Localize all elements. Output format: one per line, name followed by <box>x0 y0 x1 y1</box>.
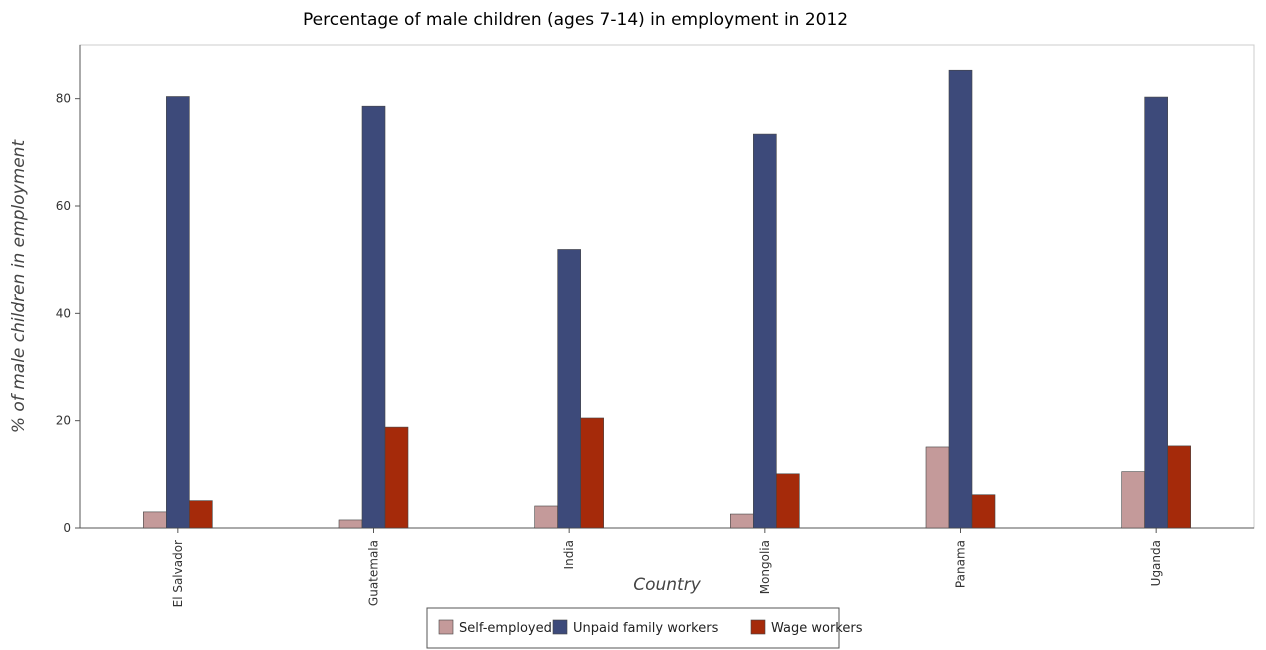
legend-swatch <box>552 619 568 635</box>
y-tick-label: 60 <box>56 199 71 213</box>
x-tick-label: El Salvador <box>171 540 185 607</box>
legend-swatch <box>438 619 454 635</box>
plot-frame <box>79 44 1255 529</box>
bar-self-employed <box>143 511 167 529</box>
bar-wage-workers <box>384 426 409 529</box>
bar-wage-workers <box>189 500 213 529</box>
legend-label: Self-employed <box>459 621 552 636</box>
bar-wage-workers <box>776 473 800 529</box>
y-tick-label: 20 <box>56 414 71 428</box>
bar-self-employed <box>534 505 558 529</box>
legend: Self-employed Unpaid family workers Wage w… <box>426 607 863 649</box>
legend-swatch <box>750 619 766 635</box>
bar-unpaid-family-workers <box>1144 96 1168 529</box>
bar-self-employed <box>1121 471 1145 529</box>
bar-unpaid-family-workers <box>166 96 190 529</box>
legend-label: Unpaid family workers <box>573 621 719 636</box>
y-tick-label: 40 <box>56 306 71 320</box>
x-tick-label: Uganda <box>1149 540 1163 586</box>
bar-wage-workers <box>1167 445 1191 529</box>
y-tick-label: 0 <box>63 521 71 535</box>
bar-unpaid-family-workers <box>948 69 973 529</box>
bar-unpaid-family-workers <box>557 249 581 529</box>
y-axis-label: % of male children in employment <box>9 139 29 434</box>
x-axis-label: Country <box>633 575 701 595</box>
bar-self-employed <box>925 446 950 529</box>
bar-self-employed <box>730 513 754 529</box>
bar-wage-workers <box>580 417 604 529</box>
x-tick-label: Panama <box>954 540 968 588</box>
chart-title: Percentage of male children (ages 7-14) … <box>303 10 848 30</box>
plot-area: 0 20 40 60 80 El Salvador Guatemala India Mongol… <box>56 44 1255 607</box>
x-tick-label: Guatemala <box>367 540 381 606</box>
x-tick-label: India <box>562 540 576 569</box>
x-tick-label: Mongolia <box>758 540 772 594</box>
legend-box <box>426 607 840 649</box>
y-tick-label: 80 <box>56 92 71 106</box>
bar-unpaid-family-workers <box>361 105 386 529</box>
bar-self-employed <box>338 519 363 529</box>
legend-label: Wage workers <box>771 621 863 636</box>
bar-unpaid-family-workers <box>753 133 777 529</box>
bar-wage-workers <box>971 494 996 529</box>
